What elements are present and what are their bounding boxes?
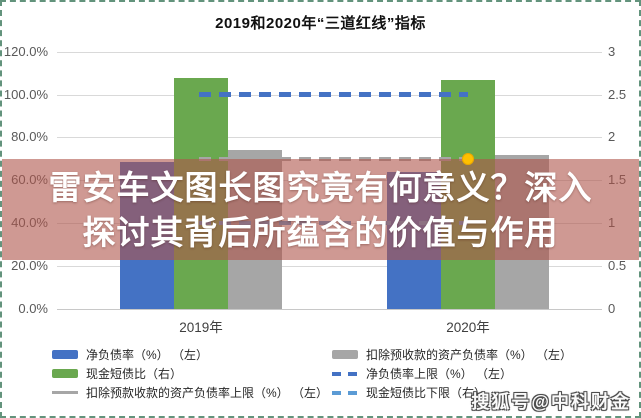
legend-label-cash-short-debt-ratio: 现金短债比（右） (86, 367, 183, 381)
legend-marker-net-debt-cap-line (332, 371, 358, 376)
y-axis-tick-left: 20.0% (11, 258, 48, 274)
y-axis-tick-right: 0 (608, 301, 616, 316)
y-axis-tick-left: 100.0% (3, 86, 48, 102)
legend-label-cash-short-debt-floor: 现金短债比下限（右） (366, 386, 487, 400)
legend-column-right: 扣除预收款的资产负债率（%） （左） 净负债率上限（%） （左） 现金短债比下限… (332, 345, 572, 402)
y-axis-tick-right: 2 (608, 129, 616, 145)
legend-item-cash-short-debt-floor: 现金短债比下限（右） (332, 383, 572, 402)
y-axis-tick-right: 0.5 (608, 258, 627, 274)
y-axis-tick-left: 120.0% (3, 43, 48, 59)
legend-column-left: 净负债率（%） （左） 现金短债比（右） 扣除预款收款的资产负债率上限（%） （… (52, 345, 328, 402)
legend-label-net-debt-ratio: 净负债率（%） （左） (86, 348, 209, 362)
y-axis-tick-left: 0.0% (18, 301, 48, 316)
limit-line-asset-liability-cap (199, 156, 468, 161)
legend-marker-net-debt-ratio (52, 350, 78, 359)
legend-label-net-debt-cap: 净负债率上限（%） （左） (366, 367, 513, 381)
overlay-text-line2: 探讨其背后所蕴含的价值与作用 (82, 213, 559, 251)
overlay-text-line1: 雷安车文图长图究竟有何意义？深入 (48, 168, 593, 206)
legend-item-asset-liability-cap: 扣除预款收款的资产负债率上限（%） （左） (52, 383, 328, 402)
chart-legend: 净负债率（%） （左） 现金短债比（右） 扣除预款收款的资产负债率上限（%） （… (2, 345, 639, 407)
watermark: 搜狐号@中科财金 (471, 392, 631, 412)
legend-item-net-debt-cap: 净负债率上限（%） （左） (332, 364, 572, 383)
chart-title: 2019和2020年“三道红线”指标 (215, 15, 426, 32)
legend-label-asset-liability-ratio: 扣除预收款的资产负债率（%） （左） (366, 348, 573, 362)
legend-item-asset-liability-ratio: 扣除预收款的资产负债率（%） （左） (332, 345, 572, 364)
y-axis-tick-right: 3 (608, 43, 616, 59)
legend-item-cash-short-debt-ratio: 现金短债比（右） (52, 364, 328, 383)
marker-dot-asset-liability-cap (462, 152, 474, 165)
legend-item-net-debt-ratio: 净负债率（%） （左） (52, 345, 328, 364)
gridline (57, 309, 602, 310)
gridline (57, 137, 602, 139)
gridline (57, 266, 602, 268)
y-axis-tick-left: 80.0% (11, 129, 48, 145)
overlay-banner: 雷安车文图长图究竟有何意义？深入 探讨其背后所蕴含的价值与作用 (2, 159, 639, 260)
y-axis-tick-right: 2.5 (608, 86, 627, 102)
x-axis-label-2019年: 2019年 (179, 320, 223, 335)
limit-line-net-debt-cap (199, 92, 468, 97)
legend-label-asset-liability-cap: 扣除预款收款的资产负债率上限（%） （左） (86, 386, 329, 400)
legend-marker-asset-liability-cap-line (52, 391, 78, 394)
legend-marker-cash-short-debt-ratio (52, 369, 78, 378)
legend-marker-cash-short-debt-floor-line (332, 390, 358, 395)
x-axis-label-2020年: 2020年 (446, 320, 490, 335)
gridline (57, 51, 602, 53)
legend-marker-asset-liability-ratio (332, 350, 358, 359)
